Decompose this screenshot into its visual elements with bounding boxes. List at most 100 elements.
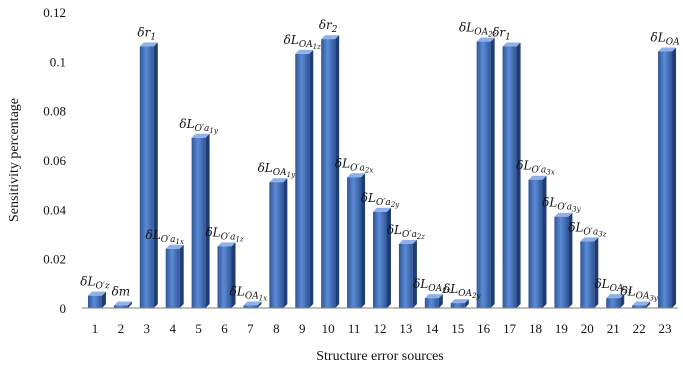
bar-side [620, 294, 625, 308]
bar-top [373, 207, 391, 212]
bar-side [387, 207, 391, 308]
bar-front [217, 246, 232, 308]
x-tick-label: 20 [581, 321, 594, 336]
bar [424, 294, 443, 308]
bar [217, 242, 236, 308]
bar-side [490, 37, 495, 308]
bar-side [464, 299, 469, 308]
x-tick-label: 12 [374, 321, 387, 336]
x-tick-label: 13 [399, 321, 412, 336]
bar-front [398, 243, 413, 308]
bar-front [373, 211, 387, 308]
bar [606, 294, 625, 308]
x-tick-label: 2 [118, 321, 125, 336]
bar-side [257, 301, 262, 308]
bar-top [554, 212, 573, 217]
bar-side [594, 237, 599, 308]
bar-value-label: δLO′z [80, 275, 110, 292]
bar-top [528, 175, 547, 180]
bar-top [502, 42, 521, 47]
bar-front [87, 295, 102, 308]
x-tick-label: 4 [169, 321, 176, 336]
x-tick-label: 3 [144, 321, 151, 336]
x-tick-label: 11 [348, 321, 361, 336]
bar [269, 178, 288, 308]
bar-front [321, 39, 336, 309]
x-tick-label: 9 [299, 321, 306, 336]
bar-side [179, 244, 184, 308]
bar-value-label: δLOA [650, 30, 680, 47]
bar-top [217, 242, 236, 247]
bar-value-label: δLO′a3y [542, 196, 581, 214]
bar [580, 237, 599, 308]
bar-value-label: δLO′a1x [145, 228, 183, 246]
bar-front [269, 182, 284, 308]
bar-side [412, 239, 417, 308]
bar-front [295, 53, 310, 308]
bar-side [646, 301, 651, 308]
bar-top [632, 301, 651, 306]
bar [243, 301, 262, 308]
bar-value-label: δLOA3y [620, 285, 659, 303]
y-tick-label: 0.06 [43, 153, 66, 168]
bar-value-label: δLO′a1y [179, 117, 218, 135]
bar-front [243, 305, 258, 308]
bar-value-label: δLOA1z [284, 33, 322, 51]
bar [502, 42, 521, 309]
bar-side [101, 291, 106, 308]
bar [450, 299, 469, 308]
bar-top [243, 301, 262, 306]
bar-value-label: δLOA2z [459, 21, 497, 39]
x-tick-label: 22 [633, 321, 646, 336]
x-tick-label: 7 [247, 321, 254, 336]
bar-side [231, 242, 236, 308]
bar-front [632, 305, 647, 308]
bar-top [269, 178, 288, 183]
bar-top [606, 294, 625, 299]
bar-top [139, 42, 158, 47]
x-tick-label: 18 [529, 321, 542, 336]
bar-front [347, 177, 362, 308]
bar-value-label: δLOA1x [230, 285, 268, 303]
bar-value-label: δLOA2y [443, 282, 482, 300]
x-tick-label: 1 [92, 321, 99, 336]
x-tick-label: 16 [477, 321, 491, 336]
x-tick-label: 14 [425, 321, 439, 336]
x-tick-label: 5 [195, 321, 202, 336]
bar-side [516, 42, 521, 309]
bar-top [450, 299, 469, 304]
bar-top [476, 37, 495, 42]
bar-value-label: δLO′a3x [516, 159, 554, 177]
bar-top [113, 301, 132, 306]
bar-front [450, 303, 465, 308]
bar-side [568, 212, 573, 308]
bar [398, 239, 417, 308]
bar-top [295, 49, 314, 54]
bar-front [424, 298, 439, 308]
bars [87, 35, 677, 309]
x-tick-label: 19 [555, 321, 568, 336]
bar-top [398, 239, 417, 244]
bar-side [335, 35, 340, 309]
bar [528, 175, 547, 308]
x-axis-ticks: 1 2 3 4 5 6 7 8 9 10 11 12 13 14 15 16 17 18 19 20 21 22 23 [92, 321, 672, 336]
y-axis-ticks: 0 0.02 0.04 0.06 0.08 0.1 0.12 [43, 5, 66, 316]
bar [476, 37, 495, 308]
bar-front [191, 137, 206, 308]
bar-front [502, 46, 517, 309]
bar-value-label: δr1 [492, 26, 511, 43]
bar-value-label: δm [112, 285, 131, 299]
bar [139, 42, 158, 309]
x-tick-label: 23 [659, 321, 672, 336]
bar-value-label: δLOA3x [594, 277, 632, 295]
y-tick-label: 0.02 [43, 252, 66, 267]
bar-front [528, 179, 543, 308]
bar-side [205, 133, 210, 308]
bar-side [309, 49, 314, 308]
bar-side [127, 301, 132, 308]
bar-top [321, 35, 340, 40]
bar-top [580, 237, 599, 242]
bar-top [658, 47, 677, 52]
bar-value-label: δr1 [137, 26, 156, 43]
